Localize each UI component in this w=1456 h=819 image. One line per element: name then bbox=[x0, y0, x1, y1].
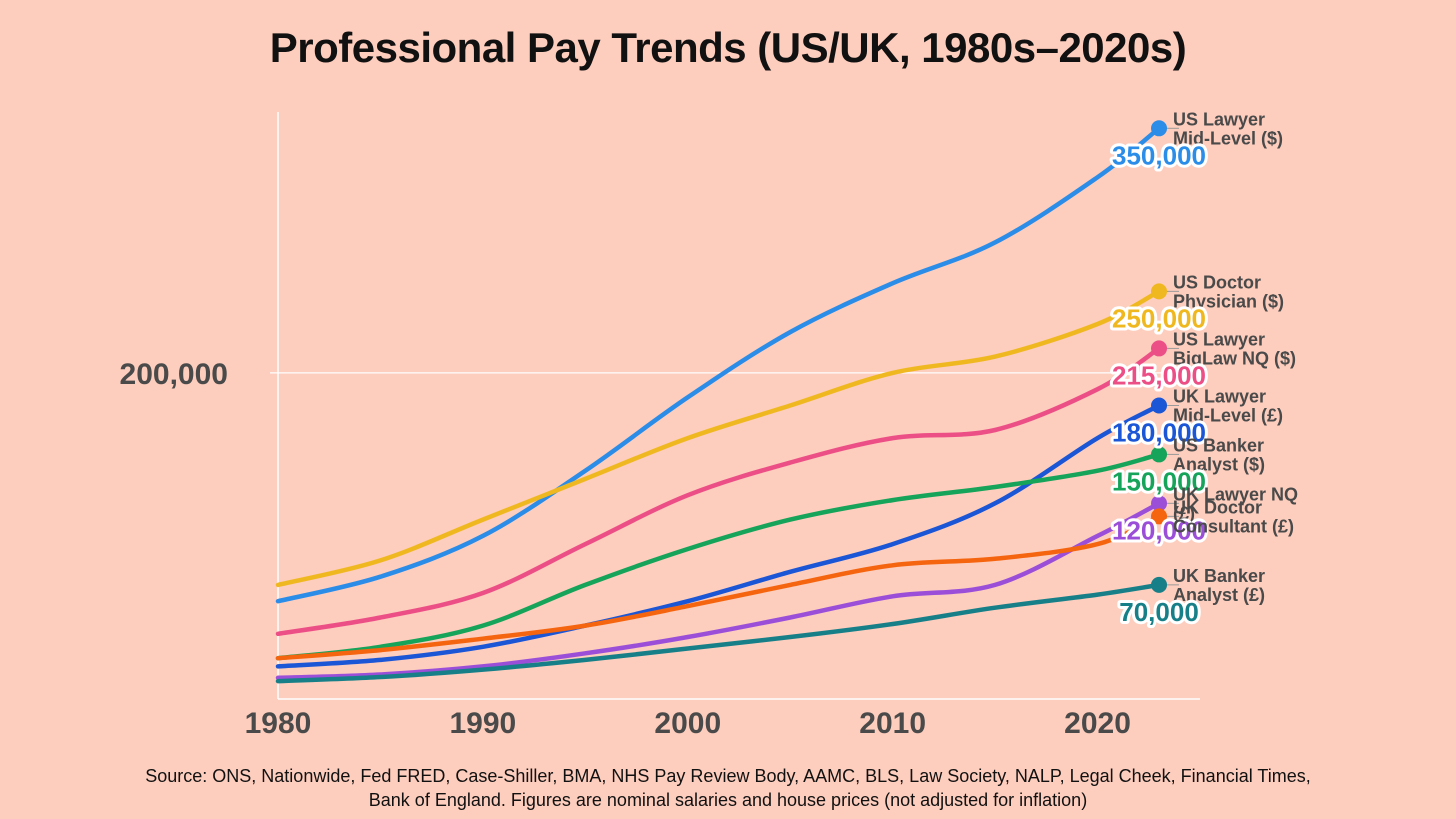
series-end-value-label: 250,000 bbox=[1112, 303, 1206, 333]
series-line bbox=[275, 126, 1162, 604]
series-name-line: Analyst (£) bbox=[1173, 585, 1265, 605]
series-end-point bbox=[1151, 576, 1168, 593]
series-line bbox=[275, 514, 1162, 661]
series-name-label: UK Banker Analyst (£) bbox=[1173, 566, 1265, 605]
series-end-point bbox=[1151, 495, 1168, 512]
series-end-markers bbox=[1151, 120, 1180, 593]
series-name-label: US Banker Analyst ($) bbox=[1173, 435, 1265, 474]
series-name-line: Mid-Level (£) bbox=[1173, 406, 1283, 426]
series-line bbox=[275, 452, 1162, 661]
series-name-label: UK Lawyer Mid-Level (£) bbox=[1173, 387, 1283, 426]
series-end-point bbox=[1151, 508, 1168, 525]
series-end-value-label: 70,000 bbox=[1119, 597, 1199, 627]
series-line bbox=[275, 582, 1162, 684]
x-tick-label: 2000 bbox=[654, 707, 721, 740]
series-name-label: UK Doctor Consultant (£) bbox=[1173, 497, 1294, 536]
series-name-line: BigLaw NQ ($) bbox=[1173, 348, 1296, 368]
x-tick-label: 2020 bbox=[1064, 707, 1131, 740]
series-name-line: Analyst ($) bbox=[1173, 454, 1265, 474]
series-name-label: US Lawyer BigLaw NQ ($) bbox=[1173, 329, 1296, 368]
series-name-label: UK Lawyer NQ (£) bbox=[1173, 484, 1298, 523]
series-end-value-label: 120,000 bbox=[1112, 515, 1206, 545]
series-end-point bbox=[1151, 397, 1168, 414]
series-name-line: Physician ($) bbox=[1173, 291, 1284, 311]
series-line bbox=[275, 501, 1162, 681]
series-end-value-label: 150,000 bbox=[1112, 466, 1206, 496]
source-note: Source: ONS, Nationwide, Fed FRED, Case-… bbox=[145, 766, 1311, 810]
series-name-line: UK Doctor bbox=[1173, 497, 1262, 517]
series-name-line: Mid-Level ($) bbox=[1173, 128, 1283, 148]
series-end-value-label: 180,000 bbox=[1112, 418, 1206, 448]
series-lines bbox=[275, 126, 1162, 684]
series-name-line: UK Lawyer NQ bbox=[1173, 484, 1298, 504]
y-tick-label: 200,000 bbox=[120, 358, 228, 391]
series-end-value-label: 350,000 bbox=[1112, 140, 1206, 170]
series-name-label: US Lawyer Mid-Level ($) bbox=[1173, 109, 1283, 148]
x-tick-label: 1980 bbox=[245, 707, 312, 740]
series-end-point bbox=[1151, 446, 1168, 463]
series-name-line: US Doctor bbox=[1173, 272, 1261, 292]
series-name-line: (£) bbox=[1173, 503, 1195, 523]
series-name-label: US Doctor Physician ($) bbox=[1173, 272, 1284, 311]
series-name-line: US Lawyer bbox=[1173, 109, 1265, 129]
series-name-line: UK Lawyer bbox=[1173, 387, 1266, 407]
series-end-point bbox=[1151, 340, 1168, 357]
series-name-line: US Lawyer bbox=[1173, 329, 1265, 349]
series-name-line: Consultant (£) bbox=[1173, 516, 1294, 536]
x-tick-label: 1990 bbox=[450, 707, 517, 740]
series-line bbox=[275, 346, 1162, 637]
series-line bbox=[275, 403, 1162, 669]
series-name-line: UK Banker bbox=[1173, 566, 1265, 586]
series-end-point bbox=[1151, 283, 1168, 300]
x-tick-label: 2010 bbox=[859, 707, 926, 740]
series-end-value-label: 215,000 bbox=[1112, 360, 1206, 390]
series-end-point bbox=[1151, 120, 1168, 137]
chart-title: Professional Pay Trends (US/UK, 1980s–20… bbox=[269, 24, 1187, 71]
series-name-line: US Banker bbox=[1173, 435, 1264, 455]
series-line bbox=[275, 289, 1162, 588]
